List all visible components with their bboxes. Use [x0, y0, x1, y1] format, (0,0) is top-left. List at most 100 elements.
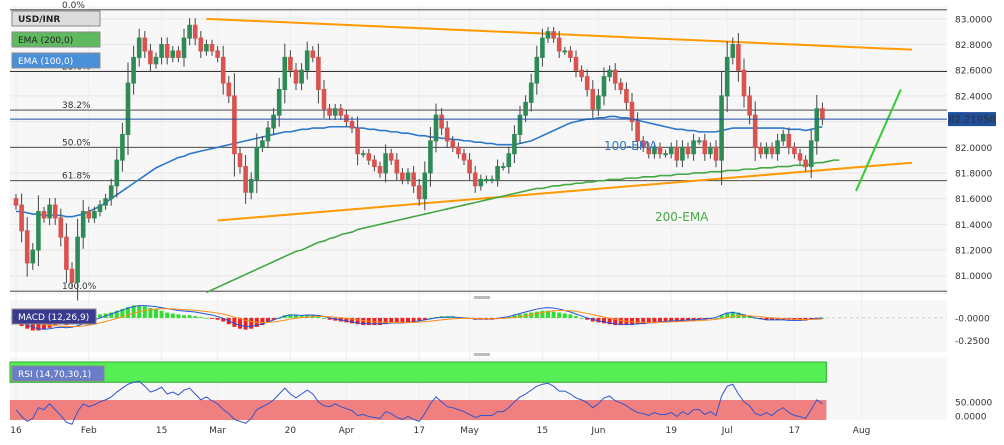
macd-hist-bar: [730, 311, 735, 318]
macd-hist-bar: [551, 311, 556, 318]
rsi-tick-label: 0.0000: [955, 413, 987, 423]
macd-hist-bar: [691, 317, 696, 321]
candle-body: [97, 204, 103, 213]
candle-body: [288, 56, 293, 71]
candle-body: [428, 140, 433, 174]
macd-hist-bar: [243, 317, 248, 330]
rsi-overbought-band: [9, 361, 827, 383]
macd-hist-bar: [770, 317, 774, 320]
candle-body: [58, 217, 64, 238]
pane-splitter-macd[interactable]: [474, 296, 490, 299]
price-tick-label: 81.4000: [955, 221, 992, 231]
candle-body: [551, 31, 556, 39]
fib-label: 38.2%: [62, 101, 91, 111]
macd-hist-bar: [282, 315, 287, 318]
candle-body: [512, 133, 517, 155]
macd-hist-bar: [266, 317, 270, 323]
candle-body: [568, 50, 573, 58]
candle-body: [696, 140, 702, 143]
candle-body: [114, 159, 120, 187]
price-tick-label: 83.0000: [955, 15, 992, 25]
price-tick-label: 81.2000: [955, 247, 992, 257]
macd-hist-bar: [747, 316, 752, 318]
candle-body: [618, 82, 624, 90]
date-tick-label: 15: [537, 426, 548, 436]
candle-body: [69, 268, 75, 283]
macd-hist-bar: [736, 312, 741, 318]
candle-body: [629, 101, 635, 123]
macd-hist-bar: [775, 317, 780, 320]
date-tick-label: Feb: [81, 426, 97, 436]
rsi-tick-label: 50.0000: [955, 398, 992, 408]
macd-hist-bar: [148, 308, 153, 318]
candle-body: [276, 88, 282, 116]
candle-body: [668, 146, 674, 155]
candle-body: [120, 133, 125, 161]
candle-body: [702, 140, 708, 155]
ema200-line: [206, 159, 840, 294]
macd-hist-bar: [159, 310, 164, 318]
candle-body: [450, 140, 456, 148]
price-tick-label: 82.6000: [955, 67, 992, 77]
macd-hist-bar: [506, 317, 511, 318]
candle-body: [125, 82, 131, 135]
chip-ema200[interactable]: EMA (200,0): [11, 31, 101, 48]
last-price-marker: 82.21950: [10, 112, 996, 127]
candle-body: [41, 211, 47, 219]
macd-hist-bar: [165, 312, 170, 318]
candle-body: [24, 230, 30, 264]
chip-pair[interactable]: USD/INR: [11, 10, 101, 27]
candle-body: [400, 172, 405, 180]
fib-label: 100.0%: [62, 282, 97, 292]
candle-body: [467, 159, 472, 174]
candle-body: [383, 153, 388, 174]
macd-hist-bar: [126, 307, 130, 318]
macd-hist-bar: [198, 317, 203, 318]
rsi-bands: [9, 361, 827, 420]
macd-tick-label: -0.0000: [955, 314, 990, 324]
date-tick-label: Jul: [721, 426, 733, 436]
macd-hist-bar: [411, 317, 416, 322]
candle-body: [254, 146, 260, 180]
chip-ema100[interactable]: EMA (100,0): [11, 52, 101, 69]
fib-label: 50.0%: [62, 138, 91, 148]
candle-body: [562, 50, 568, 53]
macd-hist-bar: [719, 315, 724, 318]
candle-body: [545, 31, 551, 39]
candle-body: [556, 37, 562, 52]
candle-body: [181, 37, 187, 58]
candle-body: [243, 166, 248, 193]
chip-macd[interactable]: MACD (12,26,9): [11, 308, 97, 325]
candle-body: [310, 50, 316, 58]
candle-body: [416, 185, 422, 200]
candle-body: [187, 24, 192, 39]
candle-body: [405, 172, 411, 180]
macd-hist-bar: [271, 317, 276, 320]
macd-hist-bar: [529, 312, 534, 318]
candle-body: [19, 204, 24, 232]
candle-body: [164, 44, 170, 58]
macd-hist-bar: [646, 317, 651, 324]
macd-hist-bar: [635, 317, 640, 325]
macd-pane: [10, 300, 947, 352]
macd-hist-bar: [658, 317, 662, 323]
macd-hist-bar: [602, 317, 606, 324]
candle-body: [444, 127, 450, 142]
candle-body: [192, 24, 198, 39]
macd-hist-bar: [546, 310, 550, 318]
macd-hist-bar: [613, 317, 618, 326]
candle-body: [652, 146, 657, 155]
macd-hist-bar: [540, 310, 545, 318]
candle-body: [176, 50, 181, 58]
pane-splitter-rsi[interactable]: [474, 353, 490, 356]
candle-body: [47, 204, 52, 219]
candle-body: [204, 44, 209, 52]
candle-body: [590, 88, 596, 110]
candle-body: [752, 114, 758, 148]
macd-hist-bar: [697, 317, 702, 320]
candle-body: [304, 50, 310, 71]
candle-body: [808, 140, 814, 168]
candle-body: [64, 236, 69, 270]
chip-rsi[interactable]: RSI (14,70,30,1): [11, 365, 105, 382]
candle-body: [500, 166, 506, 169]
